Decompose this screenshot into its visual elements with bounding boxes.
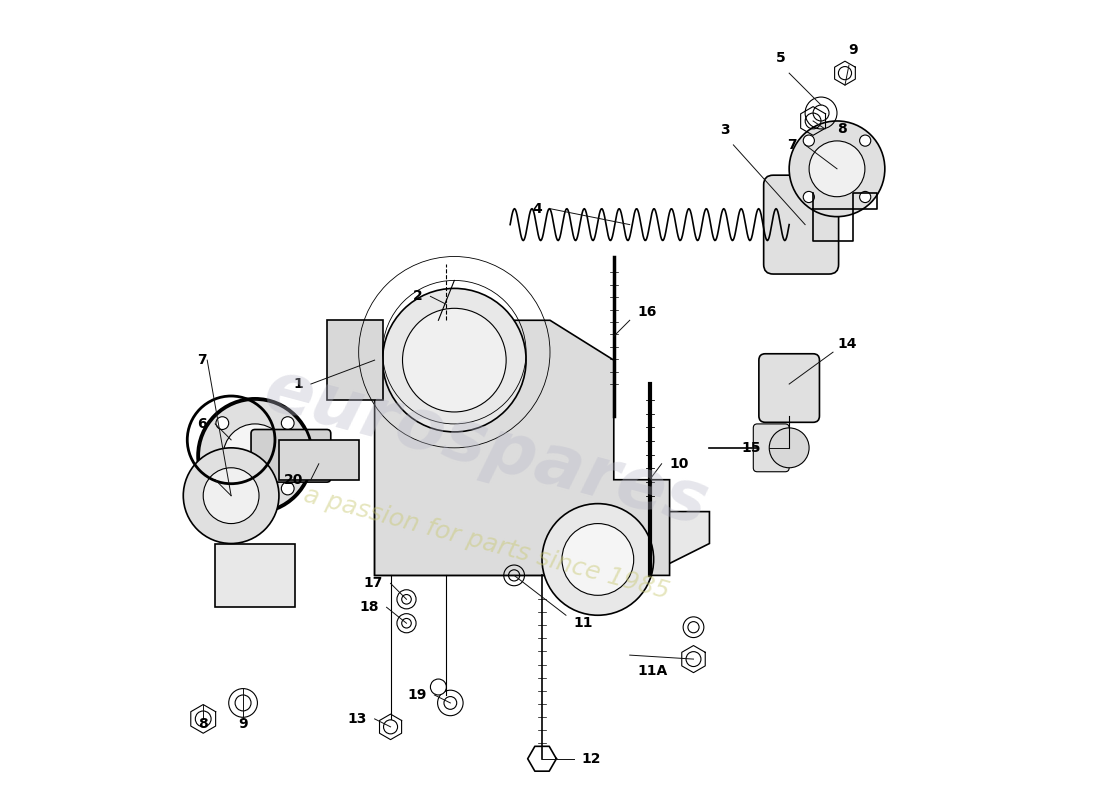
Circle shape	[789, 121, 884, 217]
Circle shape	[184, 448, 279, 543]
Text: 1: 1	[293, 377, 303, 391]
Circle shape	[223, 424, 287, 488]
Text: 3: 3	[720, 123, 730, 137]
Polygon shape	[375, 320, 670, 575]
Text: eurospares: eurospares	[256, 355, 716, 540]
Circle shape	[562, 523, 634, 595]
Text: 9: 9	[848, 43, 858, 57]
Polygon shape	[327, 320, 383, 400]
Text: 11: 11	[574, 616, 593, 630]
Polygon shape	[216, 543, 295, 607]
Text: 5: 5	[777, 51, 786, 65]
FancyBboxPatch shape	[251, 430, 331, 482]
Circle shape	[803, 135, 814, 146]
Circle shape	[430, 679, 447, 695]
Circle shape	[282, 417, 294, 430]
Text: 9: 9	[239, 717, 248, 731]
Text: 16: 16	[638, 306, 657, 319]
Text: 7: 7	[788, 138, 798, 152]
Circle shape	[542, 504, 653, 615]
Text: 14: 14	[837, 337, 857, 351]
Text: 4: 4	[532, 202, 542, 216]
Circle shape	[216, 417, 229, 430]
Circle shape	[383, 288, 526, 432]
Circle shape	[282, 482, 294, 495]
Text: 2: 2	[412, 290, 422, 303]
Polygon shape	[279, 440, 359, 480]
Text: 15: 15	[741, 441, 761, 455]
Text: 6: 6	[198, 417, 207, 431]
Circle shape	[859, 191, 871, 202]
Text: 12: 12	[582, 752, 602, 766]
Circle shape	[403, 308, 506, 412]
Text: 8: 8	[198, 717, 208, 731]
Text: 19: 19	[407, 688, 427, 702]
Text: 18: 18	[359, 600, 378, 614]
Polygon shape	[375, 512, 710, 575]
FancyBboxPatch shape	[754, 424, 789, 472]
Circle shape	[216, 482, 229, 495]
FancyBboxPatch shape	[759, 354, 820, 422]
Text: 20: 20	[284, 473, 302, 486]
Circle shape	[803, 191, 814, 202]
Text: 17: 17	[363, 576, 383, 590]
Text: 13: 13	[348, 712, 366, 726]
Circle shape	[810, 141, 865, 197]
Text: 11A: 11A	[638, 664, 668, 678]
Circle shape	[859, 135, 871, 146]
FancyBboxPatch shape	[763, 175, 838, 274]
Circle shape	[204, 468, 258, 523]
Text: 8: 8	[837, 122, 847, 136]
Circle shape	[199, 400, 311, 512]
Text: 10: 10	[670, 457, 689, 470]
Circle shape	[769, 428, 810, 468]
Text: 7: 7	[198, 353, 207, 367]
Text: a passion for parts since 1985: a passion for parts since 1985	[300, 483, 672, 604]
